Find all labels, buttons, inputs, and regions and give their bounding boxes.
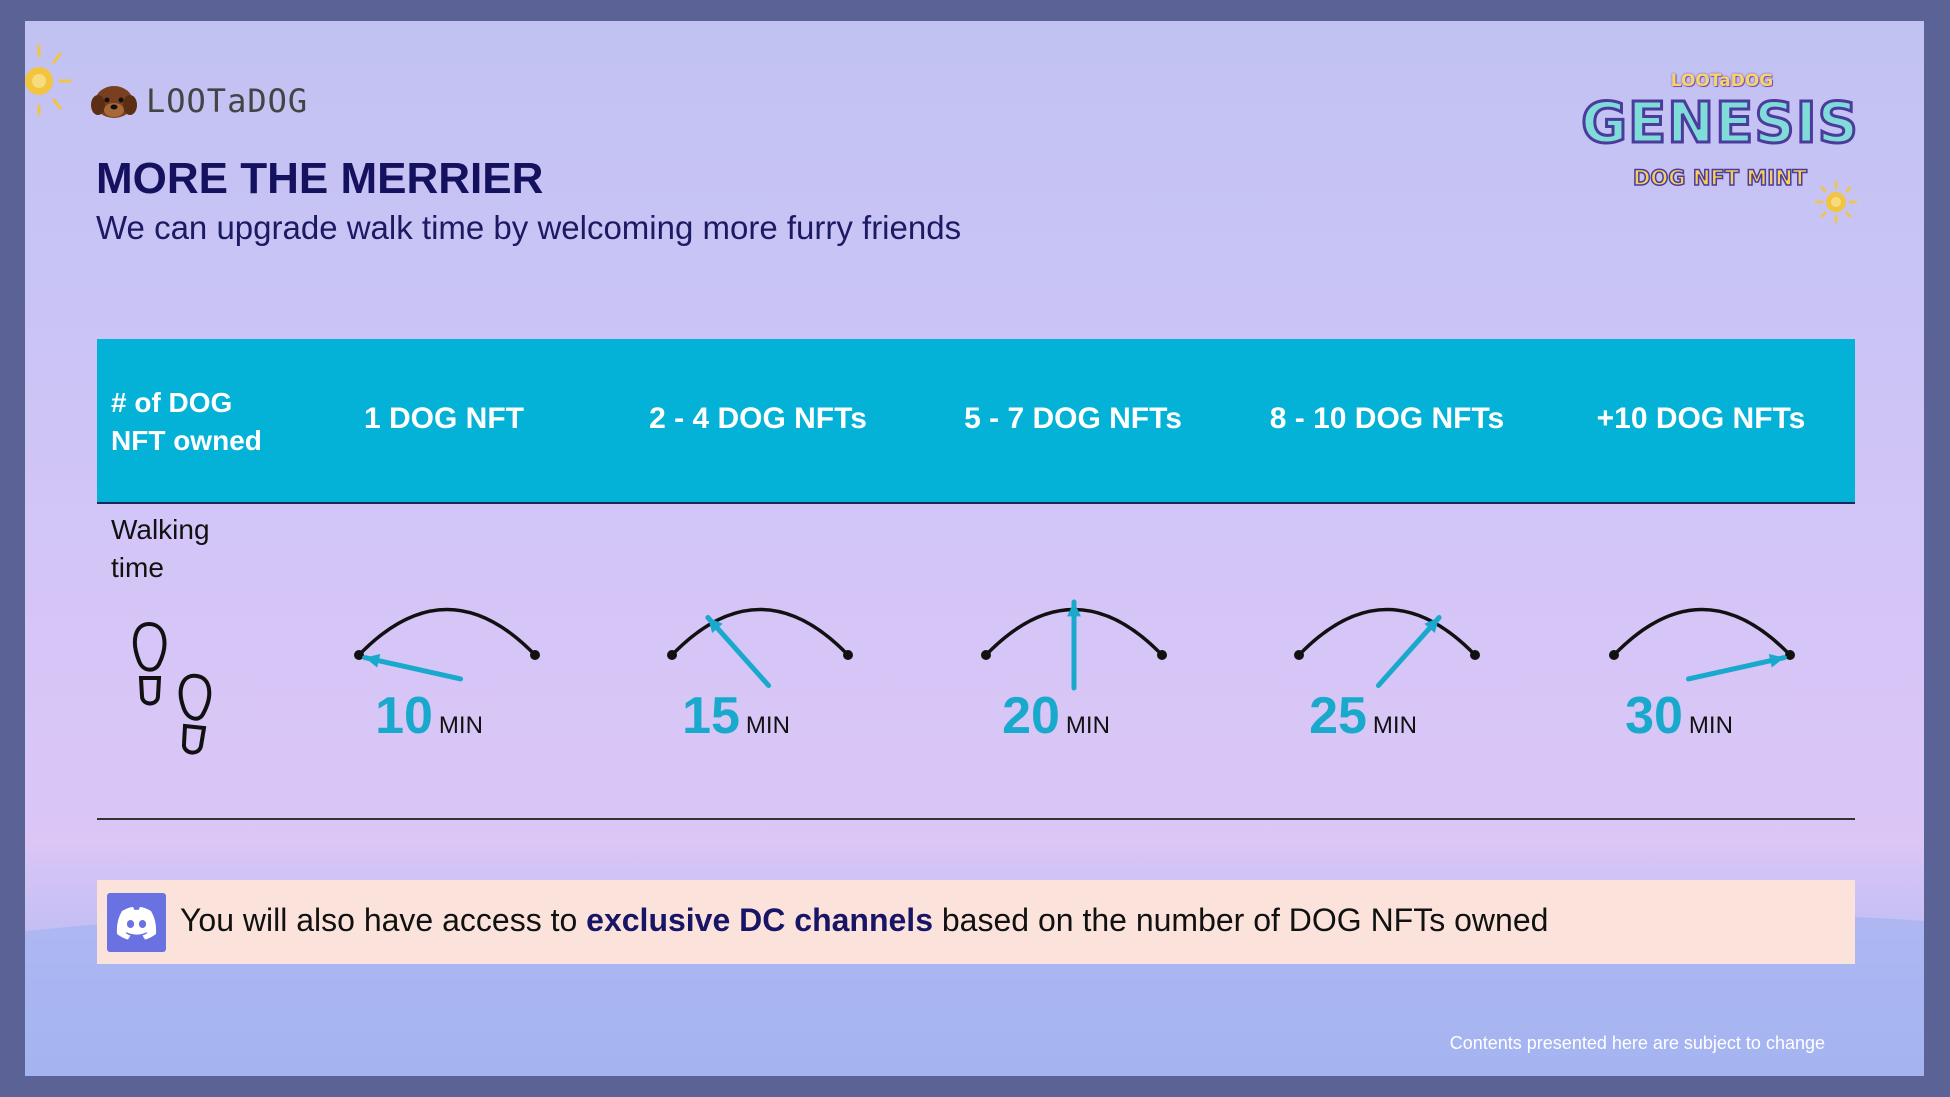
footer-disclaimer: Contents presented here are subject to c… (1449, 1033, 1825, 1053)
gauge-icon (1294, 607, 1480, 688)
walking-time-label: Walking time (111, 514, 210, 583)
genesis-badge-brand: LOOTaDOG (1670, 71, 1774, 91)
column-header: 5 - 7 DOG NFTs (964, 402, 1182, 435)
gauge-icon (667, 607, 853, 688)
sun-icon (25, 45, 71, 115)
walk-time-number: 15 (682, 687, 740, 745)
walk-time-value: 30 MIN (1559, 686, 1799, 746)
walk-time-unit: MIN (1372, 712, 1417, 739)
table-divider (97, 818, 1855, 820)
column-header: 8 - 10 DOG NFTs (1269, 402, 1505, 435)
row-header-label: # of DOG NFT owned (111, 387, 262, 456)
discord-notice: You will also have access to exclusive D… (97, 880, 1855, 964)
walk-time-unit: MIN (745, 712, 790, 739)
brand-name: LOOTaDOG (146, 82, 309, 120)
column-header: 1 DOG NFT (363, 402, 524, 435)
footprints-icon (132, 621, 212, 755)
sun-icon (1815, 181, 1857, 223)
page-title: MORE THE MERRIER (96, 154, 544, 203)
walk-time-number: 20 (1002, 687, 1060, 745)
gauge-icon (1609, 607, 1795, 682)
gauge-row (354, 599, 1795, 691)
walk-time-value: 25 MIN (1243, 686, 1483, 746)
gauge-icon (981, 599, 1167, 691)
discord-icon[interactable] (107, 893, 166, 952)
walk-time-number: 30 (1625, 687, 1683, 745)
notice-text-start: You will also have access to (180, 902, 587, 938)
genesis-badge: LOOTaDOG GENESIS DOG NFT MINT (1570, 71, 1870, 241)
walk-time-number: 25 (1309, 687, 1367, 745)
walk-time-value: 20 MIN (936, 686, 1176, 746)
walk-time-unit: MIN (1065, 712, 1110, 739)
gauge-icon (354, 607, 540, 682)
notice-text-end: based on the number of DOG NFTs owned (932, 902, 1549, 938)
walk-time-unit: MIN (438, 712, 483, 739)
column-header: +10 DOG NFTs (1596, 402, 1806, 435)
dog-head-icon (91, 86, 137, 118)
brand-logo: LOOTaDOG (90, 81, 308, 121)
column-header: 2 - 4 DOG NFTs (649, 402, 867, 435)
walk-time-unit: MIN (1688, 712, 1733, 739)
page-subtitle: We can upgrade walk time by welcoming mo… (96, 209, 962, 246)
table-header: # of DOG NFT owned 1 DOG NFT 2 - 4 DOG N… (97, 339, 1855, 504)
slide: LOOTaDOG MORE THE MERRIER We can upgrade… (25, 21, 1924, 1076)
discord-logo-shape (116, 907, 157, 940)
walk-time-value: 15 MIN (616, 686, 856, 746)
notice-text-highlight: exclusive DC channels (586, 902, 933, 938)
notice-text: You will also have access to exclusive D… (180, 902, 1548, 939)
walk-time-number: 10 (375, 687, 433, 745)
genesis-badge-tag: DOG NFT MINT (1632, 165, 1808, 191)
walk-time-value: 10 MIN (309, 686, 549, 746)
genesis-badge-title: GENESIS (1580, 90, 1860, 158)
